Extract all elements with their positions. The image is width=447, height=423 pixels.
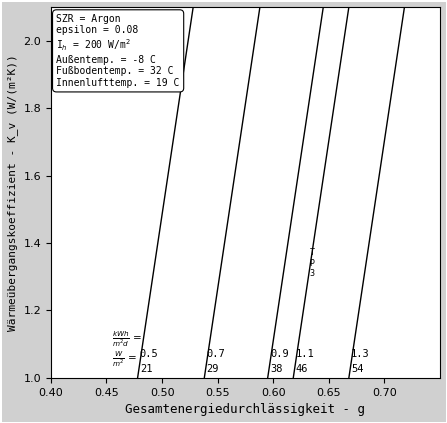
Text: $\frac{kWh}{m^2d}$ =: $\frac{kWh}{m^2d}$ = [112,329,142,349]
X-axis label: Gesamtenergiedurchlässigkeit - g: Gesamtenergiedurchlässigkeit - g [126,403,366,416]
Text: 38: 38 [270,364,283,374]
Text: 0.7: 0.7 [207,349,225,359]
Text: $\frac{W}{m^2}$ =: $\frac{W}{m^2}$ = [112,349,137,369]
Text: 29: 29 [207,364,219,374]
Y-axis label: Wärmeübergangskoeffizient - K_v (W/(m²K)): Wärmeübergangskoeffizient - K_v (W/(m²K)… [7,54,18,331]
Text: 1.3: 1.3 [351,349,370,359]
Text: 0.5: 0.5 [140,349,159,359]
Text: 0.9: 0.9 [270,349,289,359]
Text: SZR = Argon
epsilon = 0.08
I$_h$ = 200 W/m$^2$
Außentemp. = -8 C
Fußbodentemp. =: SZR = Argon epsilon = 0.08 I$_h$ = 200 W… [56,14,180,88]
Text: 54: 54 [351,364,363,374]
Text: 46: 46 [295,364,308,374]
Text: 1.1: 1.1 [295,349,314,359]
Text: T
P
3: T P 3 [310,248,315,278]
Text: 21: 21 [140,364,152,374]
